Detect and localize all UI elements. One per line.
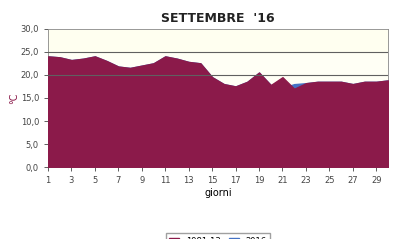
Y-axis label: °C: °C [9, 92, 19, 104]
Title: SETTEMBRE  '16: SETTEMBRE '16 [161, 12, 275, 25]
X-axis label: giorni: giorni [204, 188, 232, 198]
Legend: 1981-13, 2016: 1981-13, 2016 [166, 234, 270, 239]
